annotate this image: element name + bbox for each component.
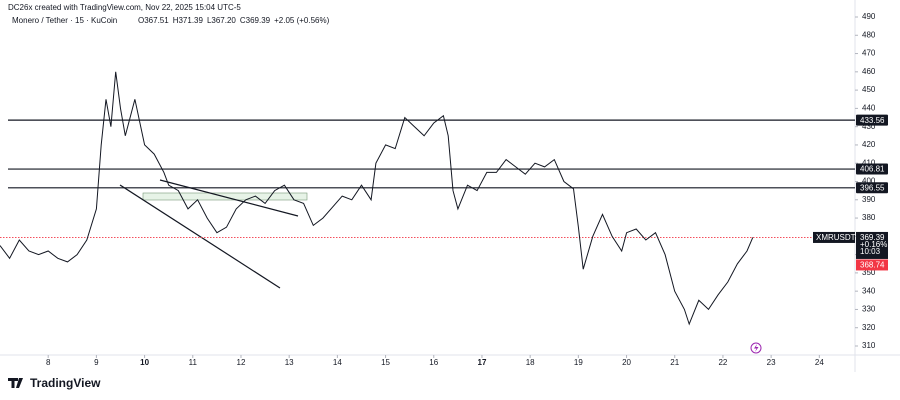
y-tick-label: 420	[862, 140, 876, 149]
x-tick-label: 13	[285, 358, 294, 367]
x-tick-label: 22	[718, 358, 727, 367]
x-tick-label: 21	[670, 358, 679, 367]
y-tick-label: 480	[862, 30, 876, 39]
level-label-box	[856, 163, 888, 175]
y-tick-label: 410	[862, 158, 876, 167]
level-label-box	[856, 182, 888, 194]
symbol-label: XMRUSDT	[816, 233, 856, 242]
ohlc-legend: O367.51 H371.39 L367.20 C369.39 +2.05 (+0.56…	[138, 16, 330, 25]
bid-box	[856, 259, 888, 271]
y-tick-label: 390	[862, 195, 876, 204]
credit: DC26x created with TradingView.com, Nov …	[8, 3, 241, 12]
level-label: 406.81	[860, 165, 885, 174]
y-tick-label: 340	[862, 286, 876, 295]
x-tick-label: 16	[429, 358, 438, 367]
y-tick-label: 470	[862, 49, 876, 58]
y-tick-label: 350	[862, 268, 876, 277]
y-tick-label: 330	[862, 305, 876, 314]
x-tick-label: 18	[526, 358, 535, 367]
x-tick-label: 9	[94, 358, 99, 367]
symbol: Monero / Tether · 15 · KuCoin	[12, 16, 117, 25]
x-tick-label: 20	[622, 358, 631, 367]
logo-mark	[8, 378, 23, 388]
ohlc-item: L367.20	[207, 16, 236, 25]
level-label-box	[856, 114, 888, 126]
trend-line	[159, 179, 299, 217]
ohlc-item: O367.51	[138, 16, 169, 25]
last-price-box	[856, 231, 888, 259]
x-tick-label: 14	[333, 358, 342, 367]
y-tick-label: 310	[862, 341, 876, 350]
x-tick-label: 11	[189, 358, 198, 367]
x-tick-label: 15	[381, 358, 390, 367]
x-tick-label: 19	[574, 358, 583, 367]
symbol-box	[813, 231, 855, 243]
level-label: 396.55	[860, 183, 885, 192]
price-line	[0, 71, 754, 326]
ohlc-item: +2.05 (+0.56%)	[274, 16, 329, 25]
x-tick-label: 24	[815, 358, 824, 367]
plot: 3103203303403503603703803904004104204304…	[0, 0, 900, 372]
y-tick-label: 320	[862, 323, 876, 332]
change-label: +0.16%	[860, 240, 887, 249]
x-tick-label: 17	[478, 358, 487, 367]
x-tick-label: 8	[46, 358, 51, 367]
level-label: 433.56	[860, 116, 885, 125]
y-tick-label: 400	[862, 177, 876, 186]
y-tick-label: 380	[862, 213, 876, 222]
trend-line	[119, 184, 281, 289]
alert-icon[interactable]	[750, 342, 762, 354]
last-price-label: 369.39	[860, 233, 885, 242]
y-tick-label: 430	[862, 122, 876, 131]
x-tick-label: 10	[140, 358, 149, 367]
y-tick-label: 450	[862, 85, 876, 94]
ohlc-item: H371.39	[173, 16, 204, 25]
logo-text: TradingView	[30, 376, 101, 390]
x-tick-label: 23	[767, 358, 776, 367]
y-tick-label: 440	[862, 103, 876, 112]
y-tick-label: 460	[862, 67, 876, 76]
ohlc-item: C369.39	[240, 16, 271, 25]
x-tick-label: 12	[237, 358, 246, 367]
y-tick-label: 490	[862, 12, 876, 21]
bid-label: 368.74	[860, 261, 885, 270]
alert-bolt	[754, 344, 759, 352]
countdown-label: 10:03	[860, 247, 881, 256]
